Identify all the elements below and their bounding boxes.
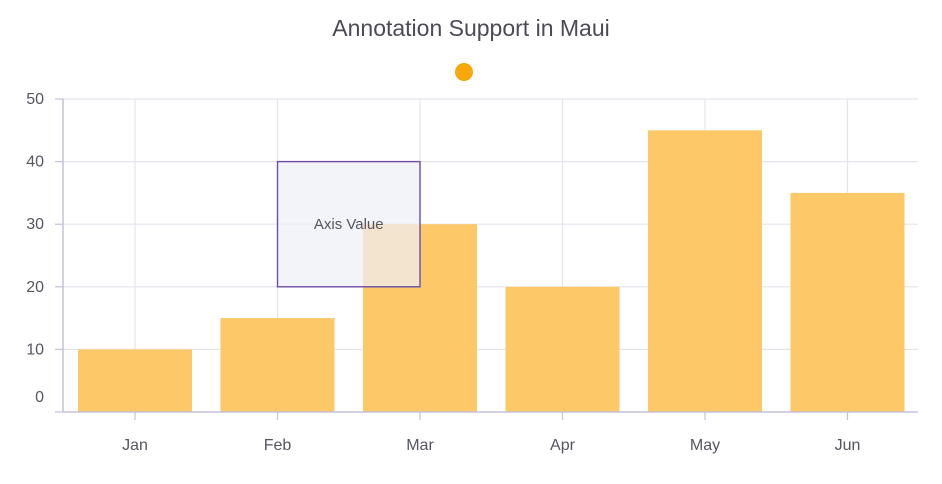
x-tick-label: Mar xyxy=(406,437,434,454)
bar-feb[interactable] xyxy=(220,318,335,412)
x-tick-label: Jun xyxy=(835,437,861,454)
x-tick-label: Jan xyxy=(122,437,148,454)
bar-jan[interactable] xyxy=(78,349,192,412)
y-tick-label: 10 xyxy=(26,341,44,358)
legend-marker-icon[interactable] xyxy=(455,63,473,81)
bar-apr[interactable] xyxy=(505,286,620,412)
annotation-rect[interactable] xyxy=(276,160,421,288)
x-tick-label: Apr xyxy=(550,437,576,454)
legend[interactable] xyxy=(455,63,473,81)
annotation-label: Axis Value xyxy=(314,216,384,233)
y-tick-label: 20 xyxy=(26,279,44,296)
y-tick-label: 50 xyxy=(26,91,44,108)
y-tick-label: 30 xyxy=(26,216,44,233)
chart-title: Annotation Support in Maui xyxy=(332,15,610,41)
x-tick-label: Feb xyxy=(264,437,292,454)
y-tick-label: 40 xyxy=(26,154,44,171)
y-tick-label: 0 xyxy=(35,389,44,406)
x-tick-label: May xyxy=(690,437,720,454)
bar-may[interactable] xyxy=(648,130,762,413)
bar-jun[interactable] xyxy=(790,192,905,412)
